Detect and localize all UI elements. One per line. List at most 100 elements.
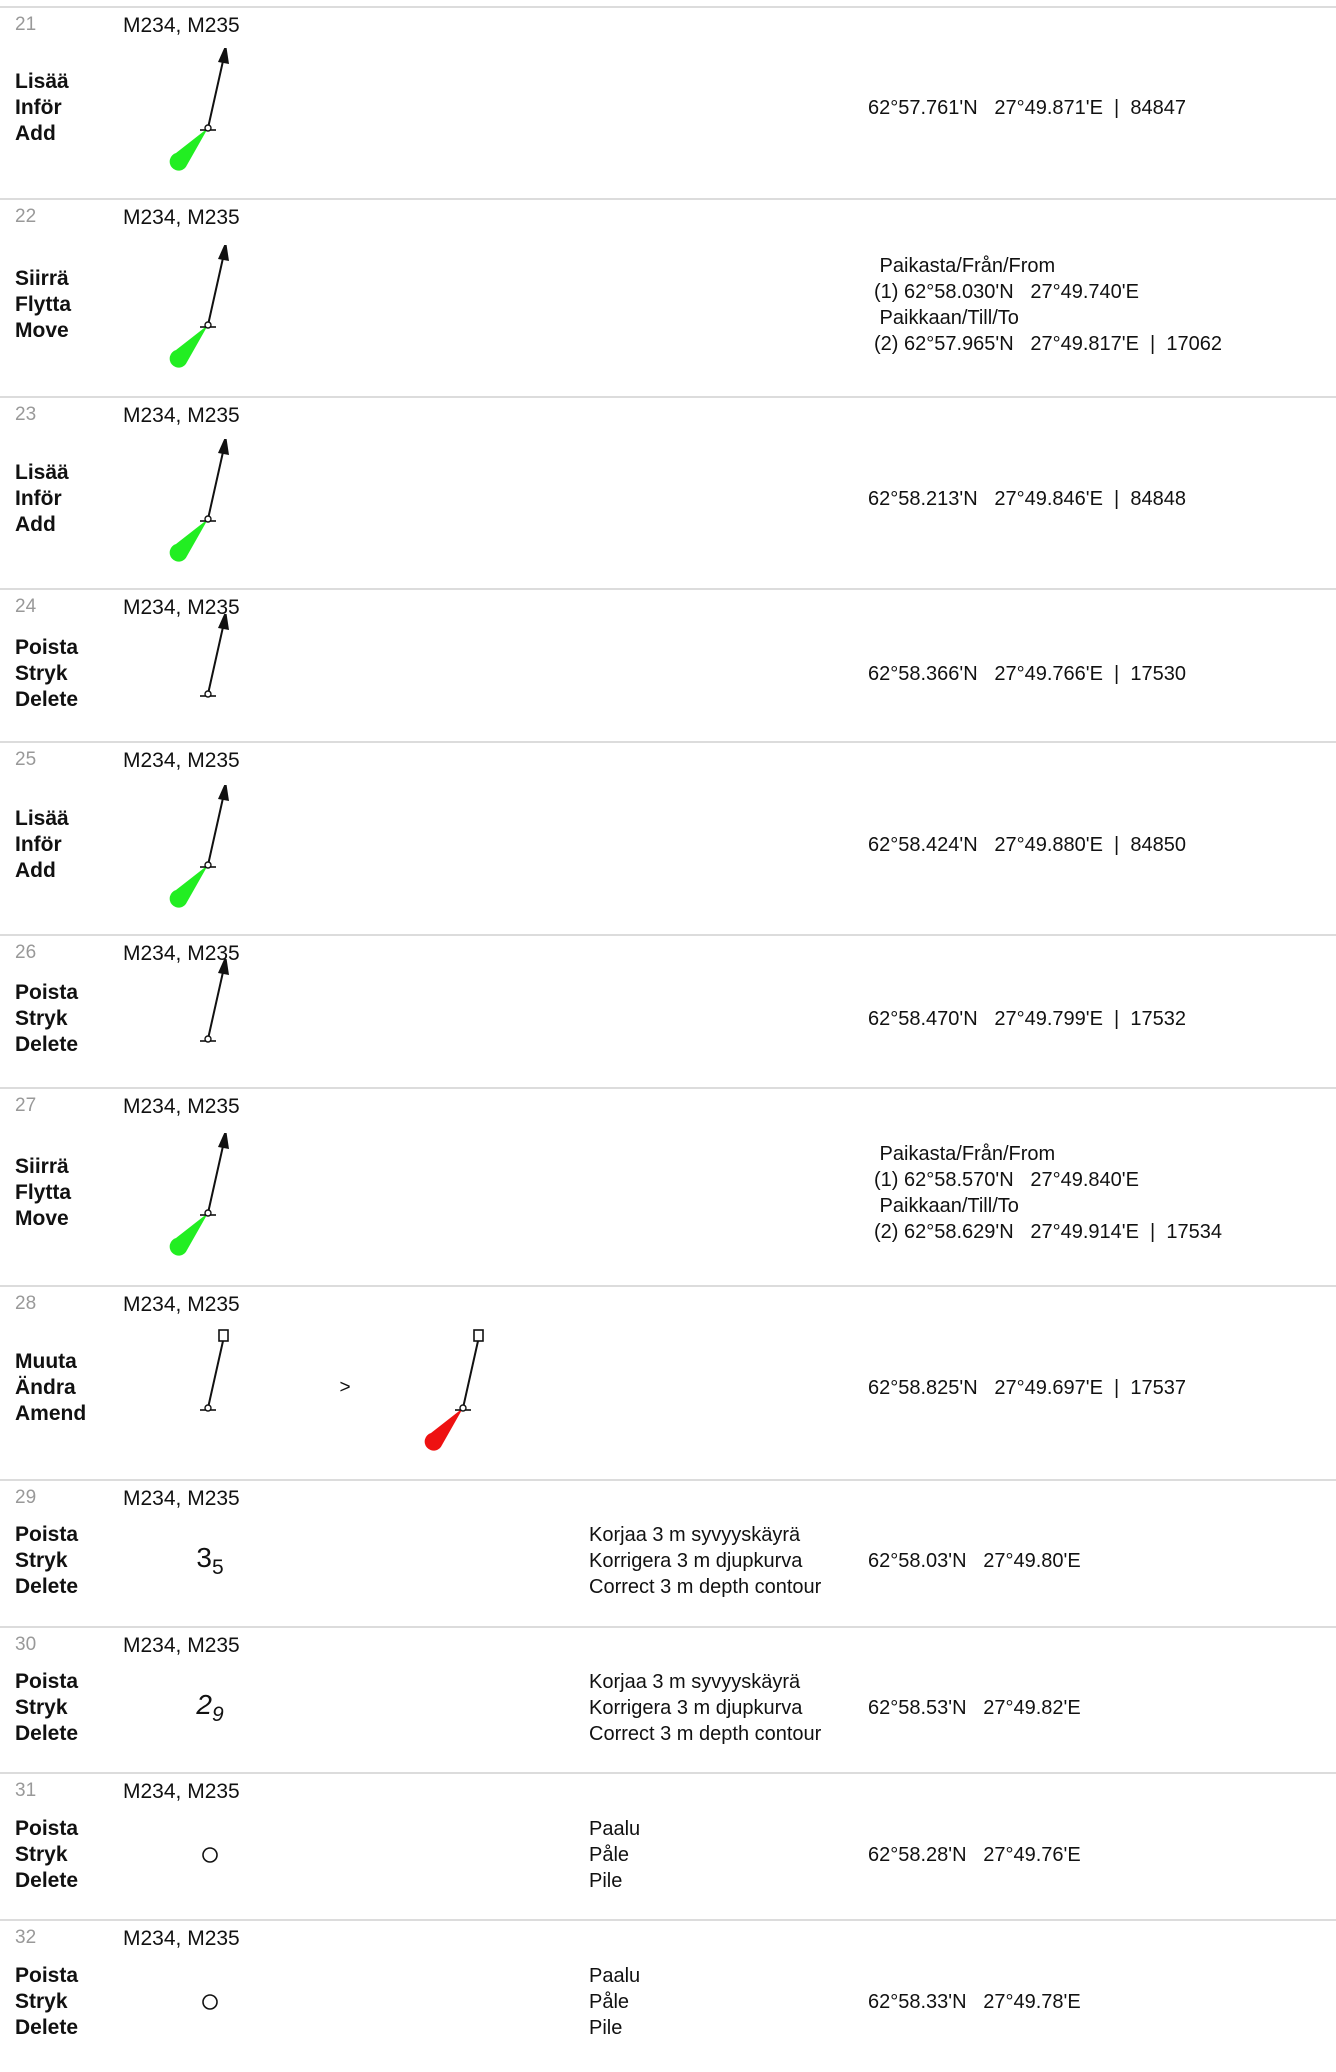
light-sector-icon: [169, 128, 208, 171]
action-label-line: Delete: [15, 1033, 79, 1056]
action-label-line: Delete: [15, 1722, 79, 1745]
action-label-line: Flytta: [15, 293, 72, 316]
beacon-icon: [169, 1133, 229, 1256]
beacon-icon: [169, 785, 229, 908]
notice-row: 29 M234, M235 Poista Stryk Delete 35 Korjaa 3 …: [0, 1479, 1336, 1626]
description-line: Korjaa 3 m syvyyskäyrä: [589, 1671, 801, 1693]
position-line: Paikkaan/Till/To: [874, 307, 1019, 329]
action-label-line: Add: [15, 513, 56, 536]
position-line: (2) 62°58.629'N 27°49.914'E | 17534: [874, 1221, 1222, 1243]
pile-icon: [202, 1847, 218, 1863]
beacon-icon: [200, 614, 229, 698]
action-label-line: Stryk: [15, 1990, 68, 2013]
position-line: 62°58.53'N 27°49.82'E: [868, 1697, 1081, 1719]
position: 62°58.424'N 27°49.880'E | 84850: [868, 832, 1186, 858]
position: 62°58.470'N 27°49.799'E | 17532: [868, 1006, 1186, 1032]
row-number: 25: [15, 749, 37, 770]
action-label-line: Move: [15, 319, 69, 342]
beacon-icon: [169, 48, 229, 171]
position-line: 62°58.424'N 27°49.880'E | 84850: [868, 834, 1186, 856]
action-label-line: Poista: [15, 981, 79, 1004]
action-label: Poista Stryk Delete: [15, 980, 78, 1058]
row-number: 30: [15, 1634, 37, 1655]
flag-beacon-icon: [200, 1329, 229, 1412]
beacon-icon: [169, 439, 229, 562]
description-line: Korrigera 3 m djupkurva: [589, 1550, 803, 1572]
action-label-line: Lisää: [15, 70, 69, 93]
description: Paalu Påle Pile: [589, 1963, 640, 2041]
chart-numbers: M234, M235: [123, 749, 240, 772]
light-sector-icon: [169, 1213, 208, 1256]
row-number: 23: [15, 404, 37, 425]
sounding-sub: 9: [211, 1702, 224, 1726]
action-label-line: Inför: [15, 487, 62, 510]
notice-row: 22 M234, M235 Siirrä Flytta Move Paikasta/Fr…: [0, 198, 1336, 396]
action-label-line: Muuta: [15, 1350, 77, 1373]
position-line: 62°58.03'N 27°49.80'E: [868, 1550, 1081, 1572]
description-line: Pile: [589, 2017, 623, 2039]
chart-numbers: M234, M235: [123, 1634, 240, 1657]
row-number: 27: [15, 1095, 37, 1116]
description-line: Correct 3 m depth contour: [589, 1576, 822, 1598]
action-label-line: Delete: [15, 688, 79, 711]
sounding-sub: 5: [211, 1555, 224, 1579]
position-line: 62°58.213'N 27°49.846'E | 84848: [868, 488, 1186, 510]
depth-sounding: 29: [196, 1689, 223, 1727]
position-line: (1) 62°58.030'N 27°49.740'E: [874, 281, 1139, 303]
position: 62°58.33'N 27°49.78'E: [868, 1989, 1081, 2015]
position-line: Paikkaan/Till/To: [874, 1195, 1019, 1217]
action-label-line: Poista: [15, 1817, 79, 1840]
action-label-line: Stryk: [15, 662, 68, 685]
row-number: 29: [15, 1487, 37, 1508]
action-label-line: Delete: [15, 1869, 79, 1892]
action-label: Lisää Inför Add: [15, 69, 69, 147]
action-label-line: Amend: [15, 1402, 87, 1425]
position-line: 62°58.366'N 27°49.766'E | 17530: [868, 663, 1186, 685]
action-label-line: Move: [15, 1207, 69, 1230]
position-line: (2) 62°57.965'N 27°49.817'E | 17062: [874, 333, 1222, 355]
notice-row: 31 M234, M235 Poista Stryk Delete Paalu Påle Pi…: [0, 1772, 1336, 1919]
action-label-line: Lisää: [15, 807, 69, 830]
position: Paikasta/Från/From (1) 62°58.570'N 27°49.…: [874, 1141, 1222, 1245]
row-number: 28: [15, 1293, 37, 1314]
position: 62°58.53'N 27°49.82'E: [868, 1695, 1081, 1721]
action-label-line: Flytta: [15, 1181, 72, 1204]
action-label: Poista Stryk Delete: [15, 1963, 78, 2041]
pile-icon: [202, 1994, 218, 2010]
beacon-icon: [169, 245, 229, 368]
action-label: Lisää Inför Add: [15, 460, 69, 538]
position-line: 62°58.825'N 27°49.697'E | 17537: [868, 1377, 1186, 1399]
chart-numbers: M234, M235: [123, 1095, 240, 1118]
action-label-line: Siirrä: [15, 1155, 69, 1178]
notice-row: 28 M234, M235 Muuta Ändra Amend >62°58.825'N …: [0, 1285, 1336, 1479]
notice-row: 24 M234, M235 Poista Stryk Delete 62°58.366'N…: [0, 588, 1336, 741]
row-number: 21: [15, 14, 37, 35]
depth-sounding: 35: [196, 1542, 223, 1580]
action-label: Siirrä Flytta Move: [15, 1154, 71, 1232]
description-line: Korjaa 3 m syvyyskäyrä: [589, 1524, 801, 1546]
description-line: Pile: [589, 1870, 623, 1892]
description-line: Correct 3 m depth contour: [589, 1723, 822, 1745]
change-arrow: >: [339, 1377, 351, 1398]
chart-numbers: M234, M235: [123, 942, 240, 965]
description-line: Påle: [589, 1844, 630, 1866]
notice-row: 21 M234, M235 Lisää Inför Add 62°57.761'N 27°…: [0, 6, 1336, 198]
position-line: 62°58.33'N 27°49.78'E: [868, 1991, 1081, 2013]
action-label: Lisää Inför Add: [15, 806, 69, 884]
position-line: Paikasta/Från/From: [874, 1143, 1056, 1165]
description: Korjaa 3 m syvyyskäyrä Korrigera 3 m djup…: [589, 1669, 821, 1747]
action-label: Poista Stryk Delete: [15, 1816, 78, 1894]
light-sector-icon: [169, 325, 208, 368]
position: 62°58.366'N 27°49.766'E | 17530: [868, 661, 1186, 687]
action-label: Muuta Ändra Amend: [15, 1349, 86, 1427]
position: 62°58.213'N 27°49.846'E | 84848: [868, 486, 1186, 512]
action-label-line: Stryk: [15, 1843, 68, 1866]
action-label-line: Delete: [15, 1575, 79, 1598]
description-line: Korrigera 3 m djupkurva: [589, 1697, 803, 1719]
action-label-line: Poista: [15, 636, 79, 659]
notice-row: 32 M234, M235 Poista Stryk Delete Paalu Påle Pi…: [0, 1919, 1336, 2059]
action-label-line: Inför: [15, 96, 62, 119]
chart-numbers: M234, M235: [123, 596, 240, 619]
notice-row: 25 M234, M235 Lisää Inför Add 62°58.424'N 27°…: [0, 741, 1336, 934]
action-label-line: Poista: [15, 1523, 79, 1546]
